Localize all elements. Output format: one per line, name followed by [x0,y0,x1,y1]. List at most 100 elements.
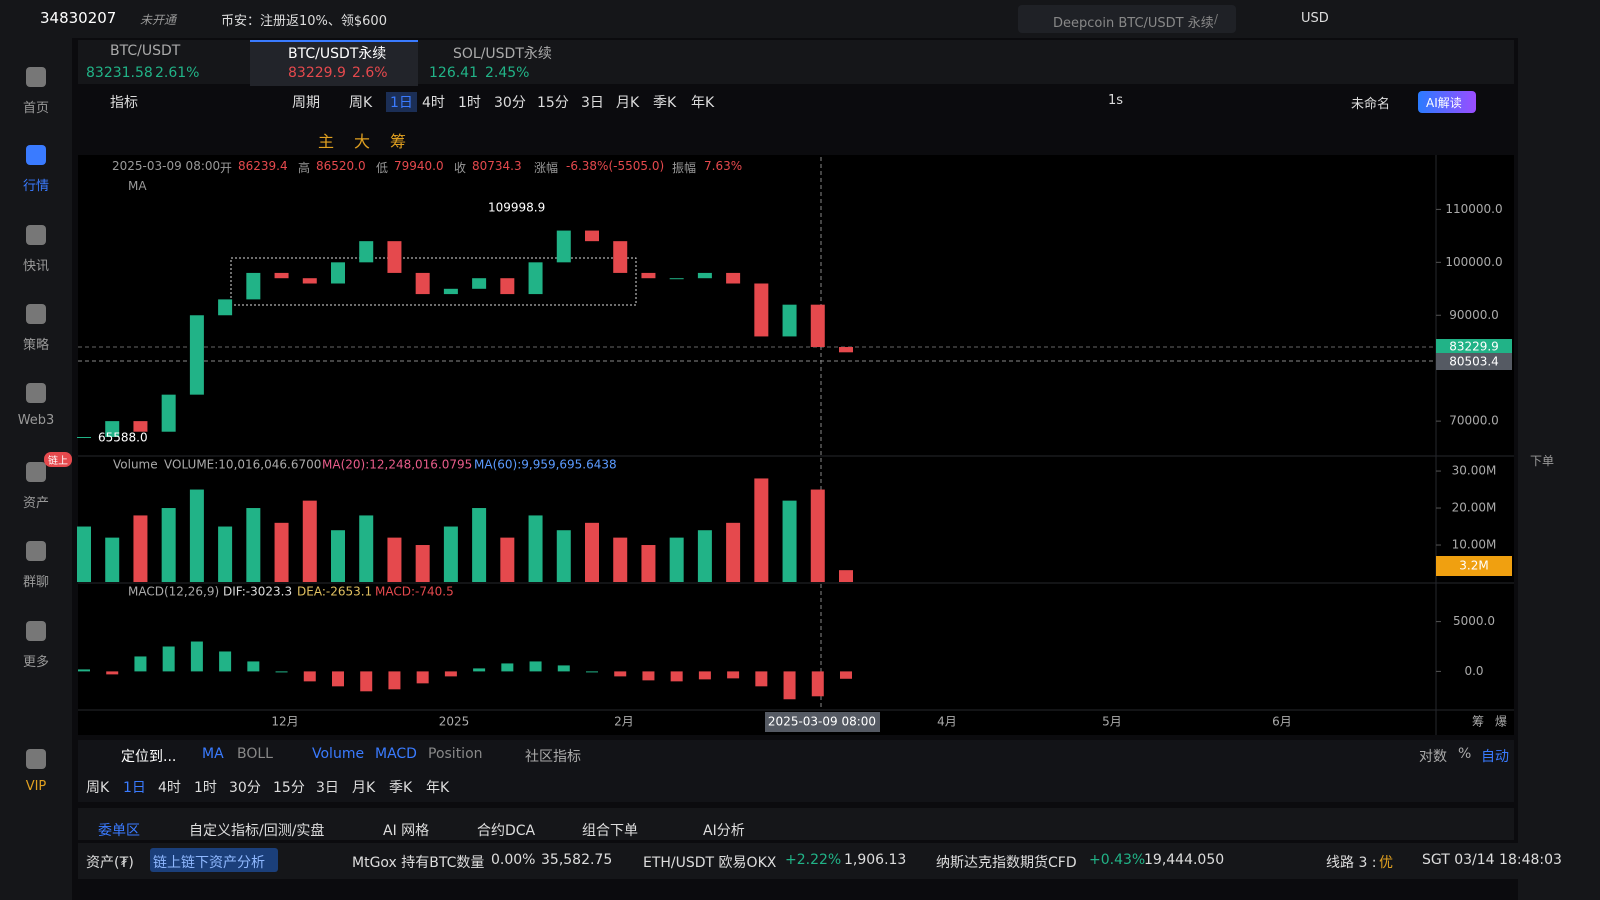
period-button[interactable]: 年K [691,95,715,111]
active-tab[interactable] [250,40,418,86]
period-button[interactable]: 1时 [194,780,217,796]
tool-button[interactable]: 大 [354,132,371,151]
nav-item[interactable]: 策略 [22,338,49,353]
period-button[interactable]: 1日 [386,92,417,112]
period-button[interactable]: 指标 [110,95,138,111]
macd-bar [473,668,486,672]
status-item: 优 [1379,855,1393,871]
status-item: 资产(₮) [86,855,134,871]
x-tick-label: 4月 [937,715,957,729]
period-button[interactable]: 月K [616,95,640,111]
candle [810,304,825,348]
volume-bar [415,545,430,582]
macd-bar [444,671,457,677]
indicator-toggle[interactable]: MACD [375,746,417,762]
candle [697,272,712,279]
x-tick-label: 2月 [614,715,634,729]
period-button[interactable]: 周K [349,95,373,111]
x-tick-label: 5月 [1102,715,1122,729]
nav-item[interactable]: 首页 [22,101,49,116]
period-button[interactable]: 周期 [292,95,320,111]
period-button[interactable]: 15分 [273,780,305,796]
tab-name[interactable]: SOL/USDT永续 [453,46,552,62]
ohlc-low_label: 低 [376,161,389,175]
nav-item[interactable]: Web3 [17,413,55,428]
macd-bar [642,671,655,681]
volume-bar [246,508,261,582]
volume-bar [274,522,289,582]
period-button[interactable]: 月K [352,780,376,796]
candle [726,272,741,284]
price-tag: 80503.4 [1449,355,1499,369]
macd-bar [727,671,740,679]
ohlc-amp_label: 振幅 [672,161,697,175]
period-button[interactable]: 4时 [422,95,445,111]
volume-bar [613,537,628,582]
ai-button[interactable] [1418,91,1476,113]
indicator-toggle[interactable]: Position [428,746,483,762]
period-button[interactable]: 年K [426,780,450,796]
period-button[interactable]: 3日 [581,95,604,111]
tab-name[interactable]: BTC/USDT永续 [288,46,387,62]
indicator-toggle[interactable]: 社区指标 [525,749,581,765]
bottom-tab[interactable]: AI 网格 [383,823,430,839]
period-button[interactable]: 季K [653,95,677,111]
macd-bar [557,665,570,672]
indicator-toggle[interactable]: 定位到... [121,749,177,765]
nav-icon [26,145,46,165]
volume-bar [782,500,797,582]
nav-item[interactable]: 更多 [22,655,49,670]
indicator-toggle[interactable]: 自动 [1481,749,1509,765]
period-button[interactable]: 30分 [494,95,526,111]
bottom-tab[interactable]: 委单区 [98,823,140,839]
nav-item[interactable]: 资产 [22,496,49,511]
bottom-tab[interactable]: 自定义指标/回测/实盘 [189,823,325,839]
indicator-toggle[interactable]: % [1458,746,1472,762]
bottom-tab[interactable]: 组合下单 [582,823,638,839]
nav-item[interactable]: VIP [25,779,47,794]
nav-item[interactable]: 群聊 [22,575,49,590]
bottom-tab[interactable]: 合约DCA [477,823,536,839]
indicator-toggle[interactable]: BOLL [237,746,273,762]
tool-button[interactable]: 筹 [390,132,407,151]
promo: 币安：注册返10%、领$600 [221,14,387,29]
candle [782,304,797,337]
volume-bar [218,526,233,582]
candle [133,421,148,432]
search-box[interactable] [1018,5,1236,33]
legend: MA(20):12,248,016.0795 [322,458,472,472]
y-tick-label: 110000.0 [1445,202,1502,216]
last-price-tag [1436,339,1512,355]
candle [641,272,656,279]
period-button[interactable]: 30分 [229,780,261,796]
status-item: MtGox 持有BTC数量 [352,855,485,871]
top-bar [0,0,1600,38]
right-sidebar [1518,38,1600,900]
bottom-tab[interactable]: AI分析 [703,823,745,839]
macd-bar [388,671,401,690]
period-button[interactable]: 1日 [123,780,146,796]
volume-bar [77,526,91,582]
y-tick-label: 90000.0 [1449,308,1499,322]
period-button[interactable]: 15分 [537,95,569,111]
currency-select[interactable]: USD [1301,11,1329,26]
period-button[interactable]: 季K [389,780,413,796]
period-button[interactable]: 1时 [458,95,481,111]
asset-analysis-button[interactable] [150,848,278,872]
tool-button[interactable]: 主 [318,132,335,151]
indicator-toggle[interactable]: MA [202,746,224,762]
nav-item[interactable]: 快讯 [22,259,49,274]
period-button[interactable]: 3日 [316,780,339,796]
macd-bar [614,671,627,677]
search-shortcut: / [1214,12,1219,26]
volume-bar [641,545,656,582]
nav-item[interactable]: 行情 [22,179,49,194]
indicator-toggle[interactable]: Volume [312,746,365,762]
period-button[interactable]: 4时 [158,780,181,796]
tab-name[interactable]: BTC/USDT [110,43,181,59]
period-button[interactable]: 周K [86,780,110,796]
indicator-toggle[interactable]: 对数 [1419,749,1447,765]
macd-bar [783,671,796,700]
